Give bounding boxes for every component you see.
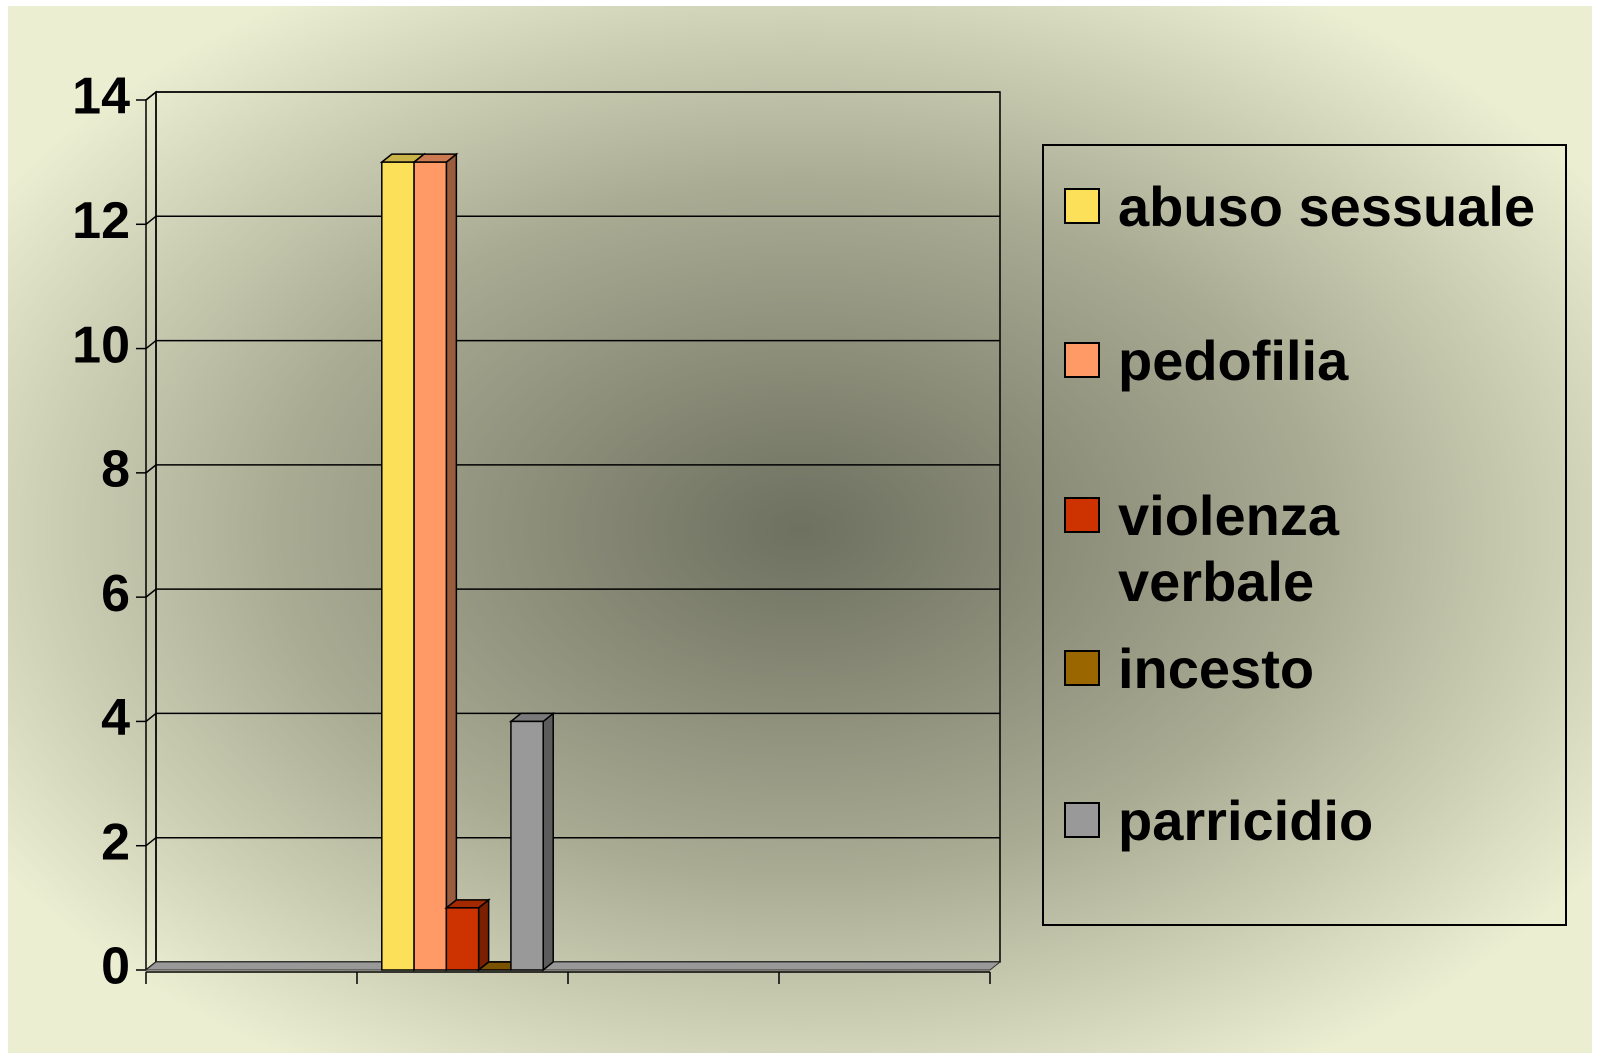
grid-line — [145, 464, 1000, 474]
bar-side — [477, 898, 490, 972]
legend-label: incesto — [1118, 637, 1315, 700]
bar-front — [413, 161, 448, 971]
legend-item: pedofilia — [1064, 328, 1543, 394]
bar-side — [542, 711, 554, 972]
y-tick-label: 0 — [101, 938, 130, 996]
y-tick-label: 2 — [101, 813, 130, 871]
legend-item: violenza verbale — [1064, 483, 1543, 615]
legend-label: abuso sessuale — [1118, 175, 1536, 238]
bar-front — [510, 720, 544, 971]
y-tick-label: 4 — [101, 689, 130, 747]
legend-item: parricidio — [1064, 788, 1543, 854]
legend-label: violenza verbale — [1118, 484, 1339, 613]
bar — [444, 898, 491, 972]
y-tick-label: 14 — [72, 68, 130, 126]
legend-item: abuso sessuale — [1064, 174, 1543, 240]
bar-front — [445, 907, 480, 971]
grid-line — [145, 91, 1000, 101]
legend-swatch — [1064, 342, 1100, 378]
legend-swatch — [1064, 497, 1100, 533]
grid-line — [145, 339, 1000, 350]
chart-background — [8, 6, 1592, 1053]
grid-line — [145, 836, 1000, 847]
bar-side — [445, 152, 458, 972]
grid-line — [145, 712, 1000, 723]
floor — [144, 961, 1002, 971]
bar-front — [381, 161, 415, 971]
legend-label: pedofilia — [1118, 329, 1349, 392]
y-tick-label: 6 — [101, 565, 130, 623]
legend-item: incesto — [1064, 636, 1543, 702]
y-tick-label: 10 — [72, 316, 130, 374]
y-tick-label: 12 — [72, 192, 130, 250]
grid-line — [145, 588, 1000, 598]
grid-line — [145, 215, 1000, 225]
bar — [411, 152, 459, 972]
y-tick-label: 8 — [101, 441, 130, 499]
legend-swatch — [1064, 188, 1100, 224]
legend-label: parricidio — [1118, 789, 1374, 852]
bar — [508, 711, 556, 972]
legend-swatch — [1064, 650, 1100, 686]
legend-swatch — [1064, 802, 1100, 838]
legend: abuso sessuale pedofilia violenza verbale i… — [1042, 144, 1567, 926]
